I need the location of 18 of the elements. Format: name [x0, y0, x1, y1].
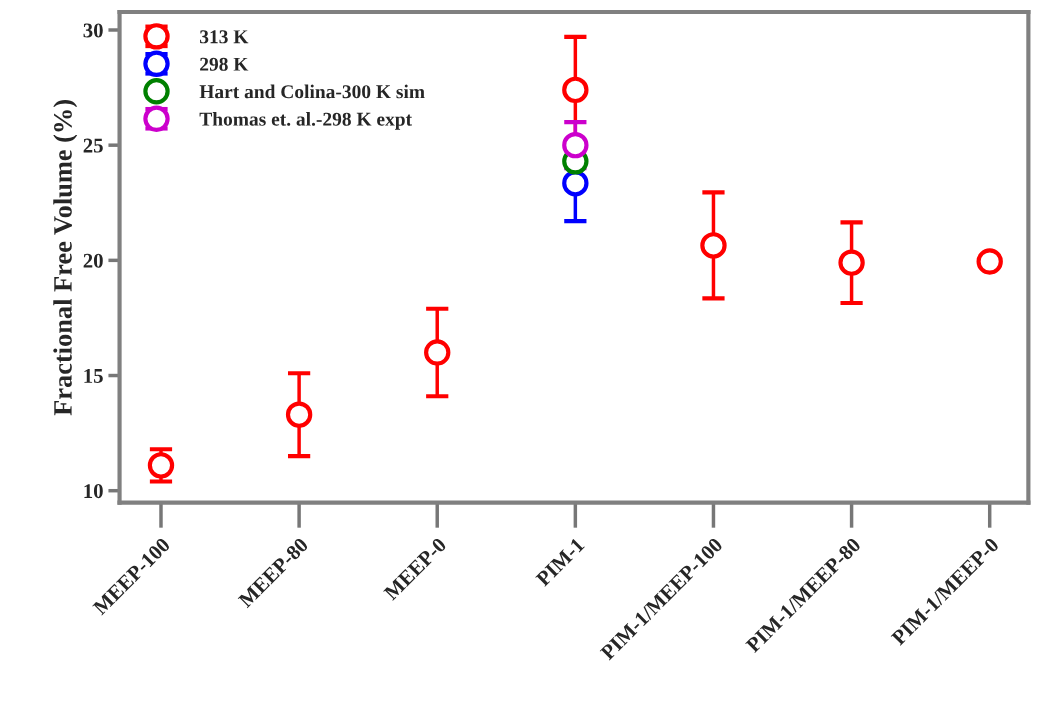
- point: [562, 76, 589, 104]
- point: [562, 169, 589, 197]
- y-tick-label: 30: [83, 23, 103, 38]
- y-tick-label: 15: [84, 369, 103, 383]
- point: [424, 339, 451, 366]
- legend-label: 298 K: [200, 57, 249, 71]
- legend-label: Thomas et. al.-298 K expt: [199, 112, 412, 130]
- point: [700, 232, 727, 259]
- y-tick-label: 10: [84, 484, 103, 499]
- legend-label: Hart and Colina-300 K sim: [199, 84, 425, 99]
- point: [285, 401, 313, 428]
- y-tick-label: 20: [83, 253, 103, 268]
- point: [838, 249, 865, 276]
- y-tick-label: 25: [83, 138, 103, 153]
- y-axis-title: Fractional Free Volume (%): [53, 100, 78, 416]
- legend-label: 313 K: [200, 30, 249, 44]
- point: [976, 248, 1003, 275]
- point: [562, 131, 589, 159]
